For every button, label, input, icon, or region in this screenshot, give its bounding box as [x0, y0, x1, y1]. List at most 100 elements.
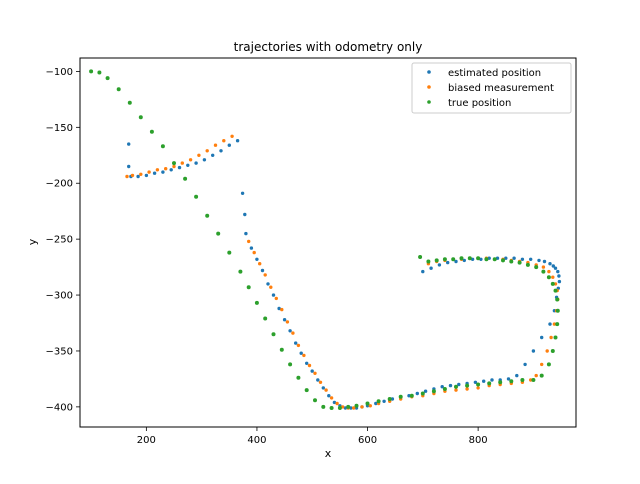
point-biased-measurement [147, 170, 151, 174]
point-estimated-position [482, 379, 486, 383]
point-estimated-position [288, 329, 292, 333]
point-true-position [550, 349, 555, 353]
point-true-position [346, 404, 351, 409]
point-true-position [183, 176, 188, 181]
point-estimated-position [282, 318, 287, 322]
point-true-position [442, 387, 447, 391]
point-true-position [409, 393, 414, 398]
y-axis-label: y [26, 238, 39, 245]
point-true-position [509, 379, 514, 384]
point-true-position [553, 335, 558, 340]
point-true-position [105, 76, 110, 81]
point-biased-measurement [252, 250, 256, 255]
plot-area-frame [79, 57, 577, 428]
point-estimated-position [127, 164, 131, 169]
point-estimated-position [415, 391, 419, 396]
point-estimated-position [321, 386, 325, 390]
point-true-position [354, 403, 359, 408]
point-biased-measurement [291, 331, 295, 335]
legend: estimated position biased measurement tr… [411, 62, 572, 114]
point-true-position [271, 332, 276, 337]
point-true-position [459, 256, 464, 261]
point-estimated-position [177, 165, 182, 170]
point-estimated-position [556, 269, 560, 274]
point-estimated-position [266, 282, 270, 286]
point-biased-measurement [551, 275, 555, 279]
point-biased-measurement [318, 380, 323, 384]
point-true-position [398, 394, 403, 399]
legend-box [411, 62, 572, 114]
point-true-position [172, 161, 176, 166]
point-biased-measurement [274, 296, 278, 301]
point-estimated-position [437, 263, 442, 267]
data-layer [89, 69, 562, 410]
point-biased-measurement [172, 164, 176, 169]
point-estimated-position [407, 394, 411, 398]
point-true-position [97, 70, 102, 75]
point-biased-measurement [164, 167, 168, 171]
point-true-position [246, 285, 251, 290]
point-biased-measurement [180, 161, 184, 165]
point-true-position [539, 373, 544, 378]
point-biased-measurement [360, 405, 364, 409]
point-true-position [476, 382, 481, 387]
legend-label-biased-measurement: biased measurement [448, 83, 554, 94]
point-biased-measurement [552, 322, 557, 326]
point-true-position [321, 404, 326, 409]
point-biased-measurement [285, 320, 290, 324]
legend-marker-true-position [427, 100, 431, 104]
point-true-position [116, 87, 121, 92]
point-biased-measurement [125, 174, 129, 179]
point-estimated-position [454, 259, 458, 264]
point-true-position [329, 406, 334, 410]
point-biased-measurement [547, 269, 551, 274]
point-true-position [337, 406, 342, 410]
point-biased-measurement [465, 387, 469, 391]
point-biased-measurement [269, 285, 273, 289]
legend-label-estimated-position: estimated position [448, 68, 541, 79]
point-biased-measurement [541, 265, 546, 269]
point-biased-measurement [155, 168, 160, 172]
point-true-position [531, 378, 536, 382]
point-true-position [279, 347, 284, 352]
point-true-position [555, 297, 560, 302]
point-estimated-position [523, 362, 527, 367]
point-biased-measurement [130, 173, 135, 178]
point-true-position [420, 391, 425, 396]
point-estimated-position [227, 143, 231, 147]
point-estimated-position [136, 174, 140, 179]
point-true-position [546, 275, 551, 280]
chart-title: trajectories with odometry only [234, 40, 423, 54]
point-biased-measurement [329, 396, 334, 400]
point-true-position [555, 308, 560, 313]
x-tick-label: 200 [137, 435, 156, 446]
point-estimated-position [127, 142, 131, 146]
legend-entry-biased-measurement: biased measurement [427, 83, 554, 94]
point-true-position [534, 265, 539, 270]
point-estimated-position [457, 382, 461, 387]
point-true-position [313, 398, 317, 403]
point-estimated-position [557, 279, 562, 284]
legend-label-true-position: true position [448, 98, 511, 109]
point-estimated-position [529, 257, 533, 261]
point-estimated-position [446, 260, 450, 265]
y-tick-label: −150 [46, 123, 73, 134]
point-true-position [555, 322, 560, 327]
x-axis-label: x [325, 447, 332, 460]
point-biased-measurement [197, 153, 201, 157]
point-estimated-position [542, 259, 547, 264]
point-estimated-position [548, 322, 552, 326]
point-estimated-position [277, 306, 281, 311]
point-estimated-position [243, 212, 247, 217]
point-biased-measurement [454, 388, 458, 392]
point-biased-measurement [139, 172, 143, 176]
point-biased-measurement [540, 362, 544, 367]
point-true-position [376, 399, 381, 404]
point-true-position [205, 213, 210, 218]
point-true-position [520, 378, 525, 382]
x-tick-label: 400 [247, 435, 266, 446]
point-true-position [467, 256, 472, 261]
point-estimated-position [504, 256, 508, 260]
y-axis: −100 −150 −200 −250 −300 −350 −400 [46, 67, 80, 413]
point-true-position [498, 380, 503, 385]
